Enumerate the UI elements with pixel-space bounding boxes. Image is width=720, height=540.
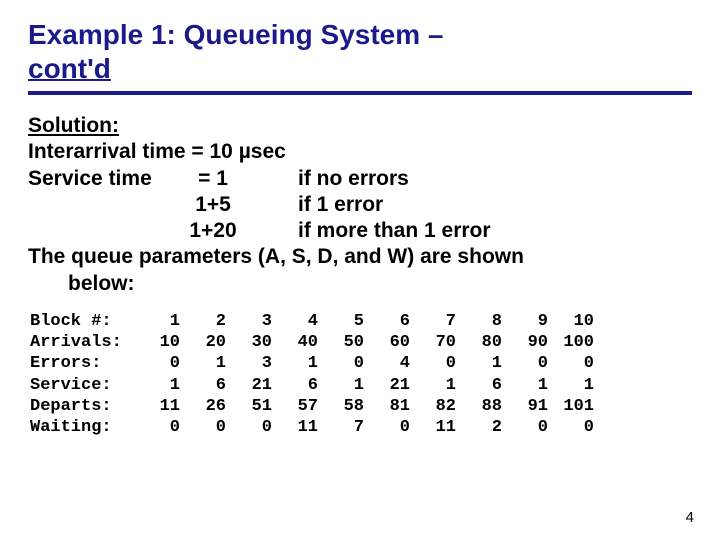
cell: 40 (274, 332, 320, 353)
cell: 26 (182, 396, 228, 417)
cell: 0 (412, 353, 458, 374)
row-label: Block #: (28, 311, 136, 332)
cell: 0 (550, 353, 596, 374)
service-cond-0: if no errors (298, 166, 692, 192)
cell: 4 (274, 311, 320, 332)
solution-label: Solution: (28, 113, 692, 139)
slide: Example 1: Queueing System – cont'd Solu… (0, 0, 720, 540)
summary-line2: below: (28, 271, 692, 297)
cell: 1 (136, 311, 182, 332)
cell: 8 (458, 311, 504, 332)
row-label: Errors: (28, 353, 136, 374)
table-row: Service:162161211611 (28, 375, 596, 396)
row-label: Service: (28, 375, 136, 396)
cell: 0 (366, 417, 412, 438)
cell: 82 (412, 396, 458, 417)
queue-table-wrap: Block #:12345678910Arrivals:102030405060… (28, 311, 692, 439)
cell: 91 (504, 396, 550, 417)
cell: 1 (550, 375, 596, 396)
queue-table-body: Block #:12345678910Arrivals:102030405060… (28, 311, 596, 439)
cell: 1 (136, 375, 182, 396)
cell: 0 (504, 353, 550, 374)
cell: 20 (182, 332, 228, 353)
service-cond-2: if more than 1 error (298, 218, 692, 244)
queue-table: Block #:12345678910Arrivals:102030405060… (28, 311, 596, 439)
cell: 0 (550, 417, 596, 438)
cell: 30 (228, 332, 274, 353)
cell: 60 (366, 332, 412, 353)
table-row: Waiting:000117011200 (28, 417, 596, 438)
cell: 6 (182, 375, 228, 396)
cell: 1 (458, 353, 504, 374)
cell: 0 (504, 417, 550, 438)
table-row: Errors:0131040100 (28, 353, 596, 374)
cell: 10 (550, 311, 596, 332)
cell: 88 (458, 396, 504, 417)
cell: 1 (182, 353, 228, 374)
cell: 58 (320, 396, 366, 417)
cell: 2 (458, 417, 504, 438)
cell: 100 (550, 332, 596, 353)
cell: 5 (320, 311, 366, 332)
cell: 2 (182, 311, 228, 332)
cell: 1 (320, 375, 366, 396)
table-row: Departs:112651575881828891101 (28, 396, 596, 417)
cell: 1 (412, 375, 458, 396)
service-eq-0: = 1 (178, 166, 248, 192)
service-eq-2: 1+20 (178, 218, 248, 244)
title-line1: Example 1: Queueing System – (28, 19, 444, 50)
title-line2: cont'd (28, 53, 111, 84)
table-row: Arrivals:102030405060708090100 (28, 332, 596, 353)
cell: 50 (320, 332, 366, 353)
cell: 80 (458, 332, 504, 353)
cell: 51 (228, 396, 274, 417)
cell: 101 (550, 396, 596, 417)
title-rule (28, 91, 692, 95)
interarrival-line: Interarrival time = 10 µsec (28, 139, 692, 165)
cell: 0 (320, 353, 366, 374)
row-label: Arrivals: (28, 332, 136, 353)
cell: 70 (412, 332, 458, 353)
cell: 0 (136, 353, 182, 374)
page-number: 4 (686, 509, 694, 526)
cell: 81 (366, 396, 412, 417)
body-text: Solution: Interarrival time = 10 µsec Se… (28, 113, 692, 297)
summary-line1: The queue parameters (A, S, D, and W) ar… (28, 244, 692, 270)
cell: 6 (274, 375, 320, 396)
cell: 0 (182, 417, 228, 438)
cell: 1 (274, 353, 320, 374)
slide-title: Example 1: Queueing System – cont'd (28, 18, 692, 85)
cell: 9 (504, 311, 550, 332)
table-row: Block #:12345678910 (28, 311, 596, 332)
cell: 0 (228, 417, 274, 438)
cell: 21 (366, 375, 412, 396)
cell: 11 (412, 417, 458, 438)
service-time-label: Service time (28, 166, 178, 192)
cell: 6 (458, 375, 504, 396)
cell: 90 (504, 332, 550, 353)
cell: 7 (412, 311, 458, 332)
cell: 11 (136, 396, 182, 417)
service-eq-1: 1+5 (178, 192, 248, 218)
service-cond-1: if 1 error (298, 192, 692, 218)
cell: 1 (504, 375, 550, 396)
cell: 3 (228, 311, 274, 332)
cell: 6 (366, 311, 412, 332)
cell: 7 (320, 417, 366, 438)
row-label: Waiting: (28, 417, 136, 438)
cell: 10 (136, 332, 182, 353)
cell: 4 (366, 353, 412, 374)
cell: 57 (274, 396, 320, 417)
cell: 11 (274, 417, 320, 438)
service-time-block: Service time = 1 if no errors 1+5 if 1 e… (28, 166, 692, 245)
cell: 21 (228, 375, 274, 396)
cell: 0 (136, 417, 182, 438)
cell: 3 (228, 353, 274, 374)
row-label: Departs: (28, 396, 136, 417)
